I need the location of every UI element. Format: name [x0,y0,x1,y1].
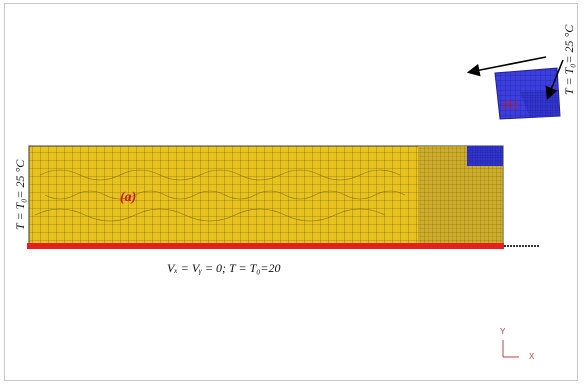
right-boundary-condition: T = T₀= 25 °C [562,24,576,95]
region-a-label: (a) [120,190,136,205]
coordinate-axes-icon: Y X [500,327,535,361]
region-b-label: (b) [503,97,517,111]
mesh-region-a [28,145,504,245]
left-boundary-condition: T = T₀= 25 °C [13,159,27,230]
bottom-constraint-markers [27,243,540,249]
bottom-boundary-condition: Vₓ = Vᵧ = 0; T = T₀=20 [167,261,281,275]
axis-y-label: Y [500,327,506,336]
boundary-arrows [466,56,564,100]
axis-x-label: X [529,352,535,361]
